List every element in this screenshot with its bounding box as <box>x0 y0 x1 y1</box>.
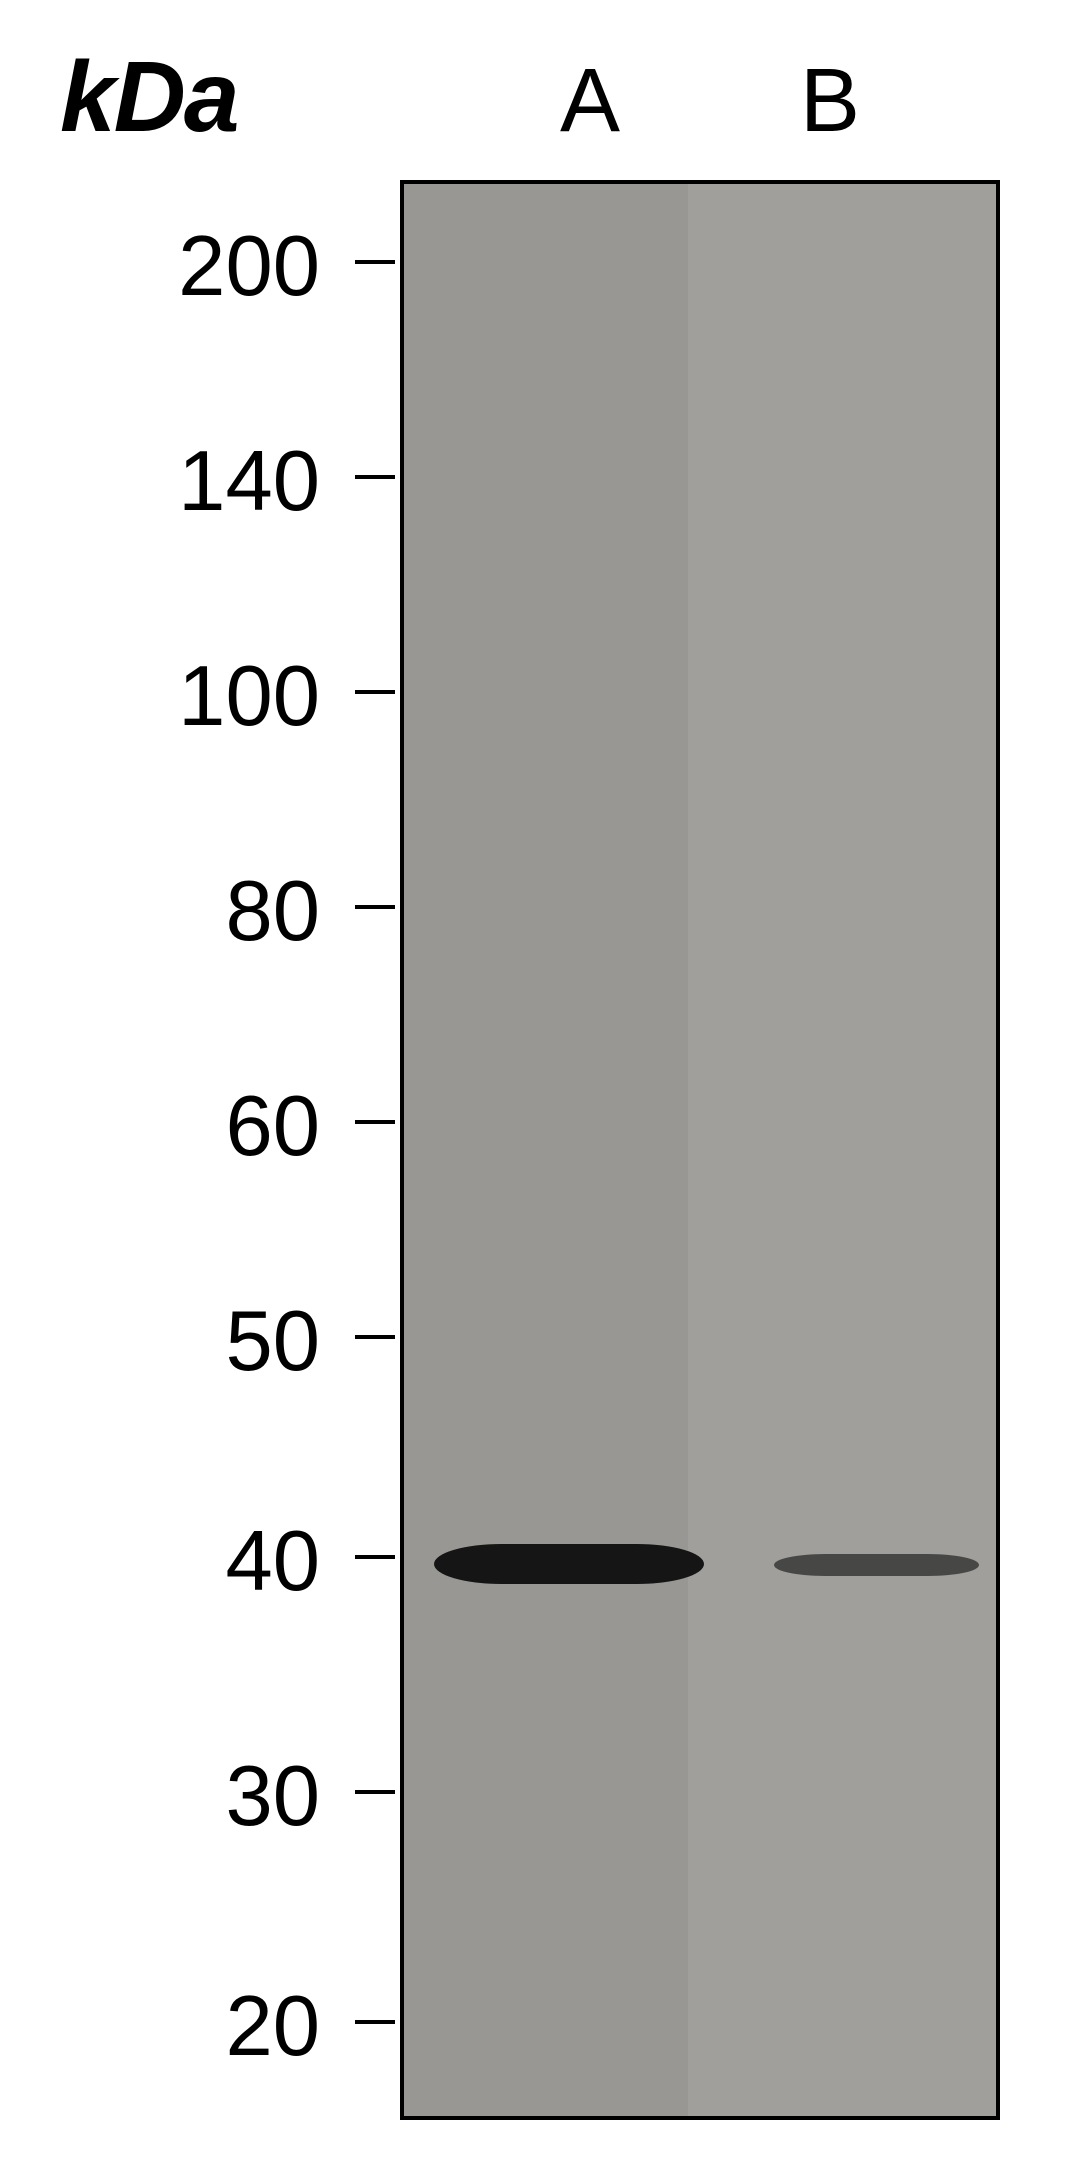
blot-membrane-area <box>400 180 1000 2120</box>
tick-label-140: 140 <box>178 433 320 531</box>
tick-mark-50 <box>355 1335 395 1339</box>
tick-mark-60 <box>355 1120 395 1124</box>
tick-label-60: 60 <box>225 1078 320 1176</box>
tick-mark-80 <box>355 905 395 909</box>
tick-mark-40 <box>355 1555 395 1559</box>
tick-label-80: 80 <box>225 863 320 961</box>
lane-shading-1 <box>688 184 996 2116</box>
tick-label-200: 200 <box>178 218 320 316</box>
lane-shading-0 <box>404 184 688 2116</box>
tick-mark-30 <box>355 1790 395 1794</box>
western-blot-figure: kDa A B 200 140 100 80 60 50 40 30 20 <box>0 0 1080 2160</box>
tick-label-20: 20 <box>225 1978 320 2076</box>
tick-mark-200 <box>355 260 395 264</box>
band-lane-a <box>434 1544 704 1584</box>
tick-label-30: 30 <box>225 1748 320 1846</box>
tick-label-100: 100 <box>178 648 320 746</box>
lane-label-b: B <box>800 50 860 153</box>
axis-unit-label: kDa <box>60 40 237 155</box>
lane-label-a: A <box>560 50 620 153</box>
band-lane-b <box>774 1554 979 1576</box>
tick-mark-140 <box>355 475 395 479</box>
tick-label-50: 50 <box>225 1293 320 1391</box>
tick-label-40: 40 <box>225 1513 320 1611</box>
tick-mark-20 <box>355 2020 395 2024</box>
tick-mark-100 <box>355 690 395 694</box>
